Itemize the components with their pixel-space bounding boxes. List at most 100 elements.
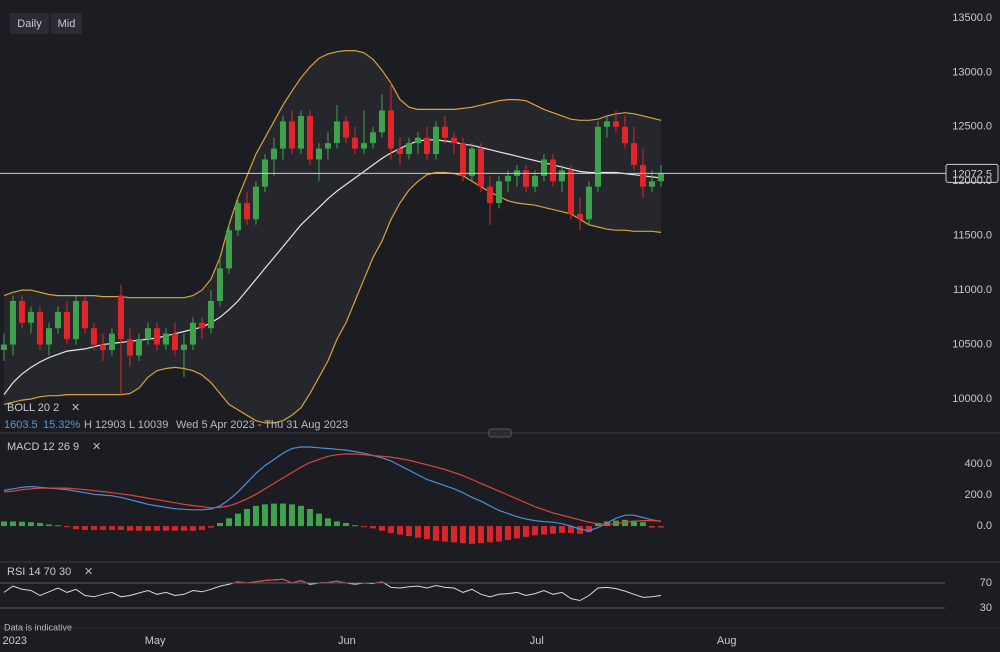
candle-body: [567, 170, 574, 214]
histogram-bar: [99, 526, 106, 530]
histogram-bar: [621, 519, 628, 527]
histogram-bar: [297, 505, 304, 527]
indicator-label: RSI 14 70 30: [7, 566, 71, 578]
histogram-bar: [189, 526, 196, 531]
histogram-bar: [270, 503, 277, 527]
y-tick-label: 11500.0: [953, 230, 992, 242]
candle-body: [252, 186, 259, 220]
histogram-bar: [243, 508, 250, 527]
histogram-bar: [540, 526, 547, 535]
histogram-bar: [324, 518, 331, 527]
histogram-bar: [432, 526, 439, 541]
candle-body: [603, 121, 610, 127]
candle-body: [243, 203, 250, 220]
candle-body: [135, 339, 142, 356]
macd-line: [3, 453, 662, 526]
info-range: Wed 5 Apr 2023 - Thu 31 Aug 2023: [176, 419, 348, 431]
y-tick-label: 200.0: [964, 489, 992, 501]
histogram-bar: [423, 526, 430, 540]
histogram-bar: [594, 522, 601, 527]
histogram-bar: [90, 526, 97, 530]
candle-body: [486, 186, 493, 204]
histogram-bar: [549, 526, 556, 534]
histogram-bar: [261, 504, 268, 527]
histogram-bar: [387, 526, 394, 534]
x-tick-label: Aug: [717, 635, 737, 647]
candle-body: [9, 301, 16, 345]
candle-body: [189, 322, 196, 345]
toolbar-label: Mid: [58, 18, 76, 30]
histogram-bar: [252, 505, 259, 527]
candle-body: [639, 164, 646, 187]
histogram-bar: [450, 526, 457, 543]
candle-body: [558, 170, 565, 182]
y-tick-label: 10500.0: [952, 338, 992, 350]
histogram-bar: [54, 525, 61, 527]
candle-body: [18, 301, 25, 323]
candle-body: [72, 301, 79, 340]
bollinger-line: [3, 50, 662, 299]
y-tick-label: 13500.0: [952, 12, 992, 24]
candle-body: [45, 328, 52, 345]
resize-handle[interactable]: [488, 428, 512, 438]
histogram-bar: [468, 526, 475, 544]
y-tick-label: 12500.0: [952, 121, 992, 133]
band-fill: [4, 50, 661, 423]
histogram-bar: [477, 526, 484, 544]
candle-body: [333, 121, 340, 144]
histogram-bar: [504, 526, 511, 541]
info-high: H 12903: [84, 419, 126, 431]
y-tick-label: 11000.0: [953, 284, 992, 296]
histogram-bar: [441, 526, 448, 542]
candle-body: [36, 311, 43, 345]
histogram-bar: [369, 526, 376, 529]
candle-body: [0, 344, 7, 350]
toolbar-label: Daily: [17, 18, 42, 30]
histogram-bar: [630, 520, 637, 527]
histogram-bar: [378, 526, 385, 531]
close-icon[interactable]: ✕: [92, 441, 101, 453]
x-tick-label: 2023: [3, 635, 27, 647]
candle-body: [540, 159, 547, 176]
candle-body: [153, 328, 160, 345]
histogram-bar: [45, 524, 52, 527]
histogram-bar: [18, 521, 25, 527]
histogram-bar: [117, 526, 124, 530]
histogram-bar: [180, 526, 187, 531]
histogram-bar: [81, 526, 88, 530]
x-tick-label: Jul: [530, 635, 544, 647]
close-icon[interactable]: ✕: [71, 402, 80, 414]
histogram-bar: [585, 526, 592, 533]
histogram-bar: [288, 504, 295, 527]
candle-body: [288, 121, 295, 149]
indicator-label: BOLL 20 2: [7, 402, 59, 414]
x-tick-label: Jun: [338, 635, 356, 647]
y-tick-label: 0.0: [977, 520, 992, 532]
candle-body: [549, 159, 556, 182]
footnote: Data is indicative: [4, 622, 72, 632]
info-change-percent: 15.32%: [43, 419, 81, 431]
histogram-bar: [495, 526, 502, 542]
histogram-bar: [531, 526, 538, 536]
rsi-panel: [3, 578, 662, 602]
histogram-bar: [207, 526, 214, 528]
histogram-bar: [405, 526, 412, 537]
candle-body: [162, 333, 169, 345]
candle-body: [432, 126, 439, 155]
histogram-bar: [513, 526, 520, 539]
histogram-bar: [315, 513, 322, 527]
last-price-label: 12072.5: [952, 168, 992, 180]
candle-body: [423, 137, 430, 155]
toolbar-button[interactable]: [51, 13, 82, 34]
candle-body: [504, 175, 511, 182]
histogram-bar: [171, 526, 178, 531]
bollinger-line: [3, 171, 662, 424]
toolbar-button[interactable]: [10, 13, 49, 34]
histogram-bar: [603, 521, 610, 527]
histogram-bar: [162, 526, 169, 531]
close-icon[interactable]: ✕: [84, 566, 93, 578]
candle-body: [297, 115, 304, 149]
candle-body: [324, 143, 331, 149]
